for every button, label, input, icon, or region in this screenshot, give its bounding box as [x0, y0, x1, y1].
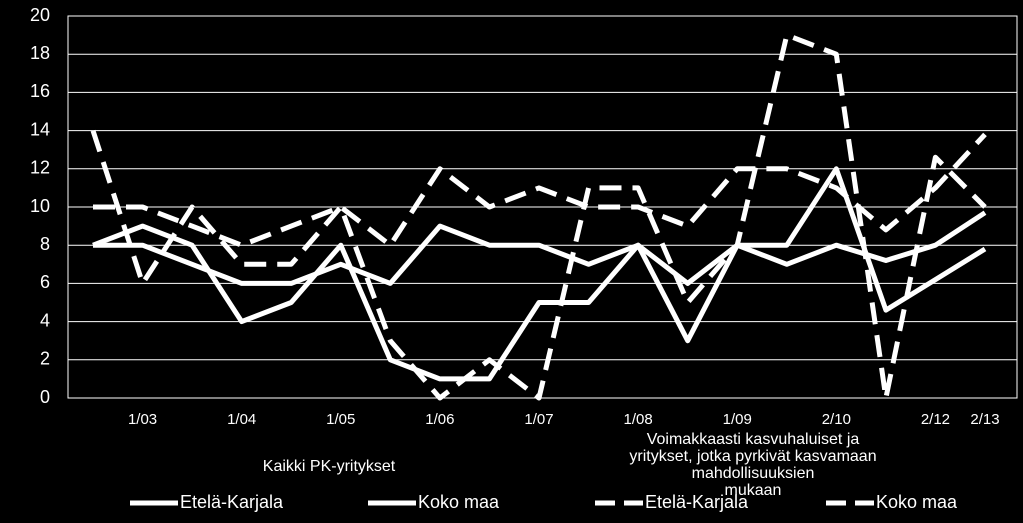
group-label-line: mahdollisuuksien: [692, 465, 815, 482]
legend-label: Etelä-Karjala: [645, 492, 749, 512]
y-tick-label: 14: [30, 119, 50, 139]
group-label-line: mukaan: [725, 482, 782, 499]
series-line-dashed: [93, 132, 987, 248]
x-tick-label: 2/13: [970, 411, 999, 428]
group-label: Kaikki PK-yritykset: [263, 458, 396, 475]
x-tick-label: 1/07: [524, 411, 553, 428]
group-label-line: yritykset, jotka pyrkivät kasvamaan: [629, 448, 876, 465]
series-line-dashed: [90, 32, 987, 401]
legend-label: Koko maa: [876, 492, 958, 512]
x-tick-label: 1/06: [425, 411, 454, 428]
series-lines: [90, 32, 987, 401]
x-axis-ticks: 1/03 1/04 1/05 1/06 1/07 1/08 1/09 2/10 2/12 2/13: [128, 411, 1000, 428]
series-line-solid: [93, 210, 987, 286]
group-label-line: Voimakkaasti kasvuhaluiset ja: [647, 431, 860, 448]
gridlines: [67, 15, 1018, 399]
group-labels: Kaikki PK-yritykset Voimakkaasti kasvuhal…: [263, 431, 877, 499]
x-tick-label: 1/08: [624, 411, 653, 428]
y-tick-label: 6: [40, 272, 50, 292]
x-tick-label: 2/12: [921, 411, 950, 428]
group-label: Voimakkaasti kasvuhaluiset ja yritykset, …: [629, 431, 876, 499]
y-tick-label: 18: [30, 43, 50, 63]
group-label-line: Kaikki PK-yritykset: [263, 458, 396, 475]
legend: Etelä-Karjala Koko maa Etelä-Karjala Koko m…: [130, 492, 958, 512]
series-line-solid: [92, 166, 987, 382]
x-tick-label: 1/05: [326, 411, 355, 428]
y-axis-ticks: 0 2 4 6 8 10 12 14 16 18 20: [30, 5, 50, 407]
x-tick-label: 1/04: [227, 411, 256, 428]
plot-border: [67, 15, 1018, 399]
y-tick-label: 16: [30, 81, 50, 101]
y-tick-label: 10: [30, 196, 50, 216]
y-tick-label: 0: [40, 387, 50, 407]
y-tick-label: 2: [40, 349, 50, 369]
y-tick-label: 4: [40, 310, 50, 330]
y-tick-label: 20: [30, 5, 50, 25]
x-tick-label: 1/03: [128, 411, 157, 428]
x-tick-label: 1/09: [723, 411, 752, 428]
legend-label: Etelä-Karjala: [180, 492, 284, 512]
y-tick-label: 8: [40, 234, 50, 254]
x-tick-label: 2/10: [822, 411, 851, 428]
y-tick-label: 12: [30, 158, 50, 178]
legend-label: Koko maa: [418, 492, 500, 512]
